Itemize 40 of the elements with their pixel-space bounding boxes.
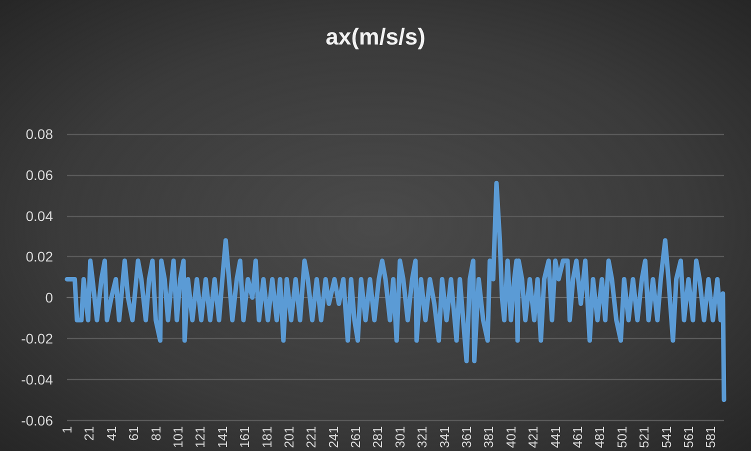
x-tick-label: 481 — [592, 426, 608, 448]
y-tick-label: -0.06 — [21, 412, 54, 428]
x-tick-label: 521 — [636, 426, 652, 448]
x-tick-label: 121 — [192, 426, 208, 448]
y-tick-label: 0.04 — [26, 208, 54, 224]
x-tick-label: 501 — [614, 426, 630, 448]
x-tick-label: 361 — [459, 426, 474, 448]
y-tick-label: -0.04 — [21, 371, 54, 388]
x-tick-label: 201 — [281, 426, 296, 448]
x-tick-label: 41 — [104, 426, 119, 441]
x-tick-label: 1 — [60, 426, 74, 434]
x-tick-label: 181 — [259, 426, 274, 448]
x-tick-label: 461 — [570, 426, 586, 448]
x-tick-label: 561 — [680, 426, 696, 448]
line-series — [64, 180, 726, 402]
x-tick-label: 221 — [304, 426, 319, 448]
x-tick-label: 581 — [703, 426, 718, 448]
x-tick-label: 301 — [392, 426, 408, 448]
y-tick-label: 0.08 — [26, 126, 54, 142]
x-tick-label: 81 — [148, 426, 164, 441]
x-tick-label: 101 — [170, 426, 186, 448]
y-tick-label: -0.02 — [21, 330, 54, 347]
x-tick-label: 61 — [126, 426, 142, 441]
x-tick-label: 541 — [658, 426, 674, 448]
x-tick-label: 21 — [82, 426, 97, 441]
x-tick-label: 281 — [370, 426, 386, 448]
x-tick-label: 241 — [326, 426, 341, 448]
x-tick-label: 441 — [548, 426, 563, 448]
x-tick-label: 421 — [526, 426, 541, 448]
x-tick-label: 381 — [481, 426, 496, 448]
x-tick-label: 261 — [348, 426, 364, 448]
chart-title: ax(m/s/s) — [326, 24, 426, 50]
x-tick-label: 141 — [214, 426, 230, 448]
x-tick-label: 341 — [436, 426, 452, 448]
x-tick-label: 161 — [237, 426, 252, 448]
x-tick-label: 321 — [414, 426, 430, 448]
y-tick-label: 0.02 — [26, 248, 54, 265]
y-tick-label: 0.06 — [26, 166, 54, 183]
x-tick-label: 401 — [503, 426, 518, 448]
y-tick-label: 0 — [45, 290, 54, 306]
